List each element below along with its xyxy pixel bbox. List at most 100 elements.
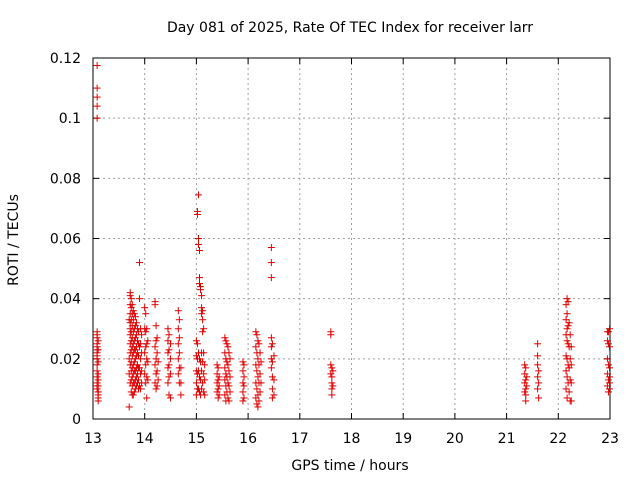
x-tick-label: 21 [498, 431, 516, 447]
data-point [225, 397, 233, 405]
data-point [604, 340, 612, 348]
data-point [267, 274, 275, 282]
data-point [328, 379, 336, 387]
data-point [270, 376, 278, 384]
data-point [151, 301, 159, 309]
data-point [523, 373, 531, 381]
data-point [144, 337, 152, 345]
data-point [165, 361, 173, 369]
data-point [605, 379, 613, 387]
data-point [256, 349, 264, 357]
x-tick-label: 18 [343, 431, 361, 447]
data-point [167, 340, 175, 348]
data-point [93, 373, 101, 381]
data-point [134, 376, 142, 384]
data-point [200, 325, 208, 333]
data-point [521, 361, 529, 369]
data-point [253, 331, 261, 339]
data-point [328, 364, 336, 372]
data-point [130, 310, 138, 318]
data-point [252, 328, 260, 336]
data-point [199, 316, 207, 324]
data-point [239, 358, 247, 366]
data-point [521, 388, 529, 396]
data-point [93, 114, 101, 122]
data-point [522, 376, 530, 384]
data-point [136, 259, 144, 267]
data-point [603, 355, 611, 363]
data-point [563, 373, 571, 381]
data-point [141, 304, 149, 312]
data-point [564, 322, 572, 330]
data-point [268, 340, 276, 348]
data-point [563, 337, 571, 345]
data-point [535, 379, 543, 387]
y-tick-label: 0.02 [50, 352, 81, 368]
data-point [567, 361, 575, 369]
data-point [131, 313, 139, 321]
data-point [563, 310, 571, 318]
data-point [224, 394, 232, 402]
data-point [143, 340, 151, 348]
data-point [94, 337, 102, 345]
data-point [224, 343, 232, 351]
data-point [153, 334, 161, 342]
data-point [94, 376, 102, 384]
y-axis-label: ROTI / TECUs [6, 194, 22, 286]
data-point [566, 376, 574, 384]
data-point [225, 367, 233, 375]
data-point [535, 367, 543, 375]
data-point [267, 244, 275, 252]
data-point [175, 316, 183, 324]
data-point [164, 364, 172, 372]
data-point [603, 337, 611, 345]
data-point [133, 337, 141, 345]
data-point [522, 364, 530, 372]
data-point [175, 334, 183, 342]
x-tick-label: 16 [239, 431, 257, 447]
data-point [138, 367, 146, 375]
grid-lines [93, 58, 610, 419]
data-point [196, 355, 204, 363]
data-point [239, 367, 247, 375]
data-point [562, 385, 570, 393]
data-point [197, 286, 205, 294]
data-point [226, 388, 234, 396]
data-point [193, 340, 201, 348]
data-point [153, 367, 161, 375]
data-point [239, 379, 247, 387]
data-point [604, 376, 612, 384]
data-point [94, 382, 102, 390]
data-point [129, 391, 137, 399]
chart-title: Day 081 of 2025, Rate Of TEC Index for r… [167, 20, 533, 36]
x-axis-label: GPS time / hours [291, 458, 408, 474]
data-point [94, 388, 102, 396]
data-point [329, 367, 337, 375]
data-point [151, 343, 159, 351]
data-point [267, 259, 275, 267]
data-point [563, 394, 571, 402]
data-point [562, 316, 570, 324]
data-point [268, 373, 276, 381]
data-point [177, 364, 185, 372]
data-point [94, 397, 102, 405]
data-point [605, 385, 613, 393]
data-point [132, 319, 140, 327]
x-tick-label: 17 [291, 431, 309, 447]
data-point [255, 397, 263, 405]
data-point [138, 331, 146, 339]
data-point [214, 364, 222, 372]
x-tick-label: 14 [136, 431, 154, 447]
data-point [328, 373, 336, 381]
data-point [151, 361, 159, 369]
data-point [137, 355, 145, 363]
data-point [93, 84, 101, 92]
data-point [604, 328, 612, 336]
data-point [257, 358, 265, 366]
data-point [167, 370, 175, 378]
data-point [253, 385, 261, 393]
data-point [240, 361, 248, 369]
x-tick-labels: 13 14 15 16 17 18 19 20 21 22 23 [84, 431, 619, 447]
y-tick-label: 0.12 [50, 51, 81, 67]
